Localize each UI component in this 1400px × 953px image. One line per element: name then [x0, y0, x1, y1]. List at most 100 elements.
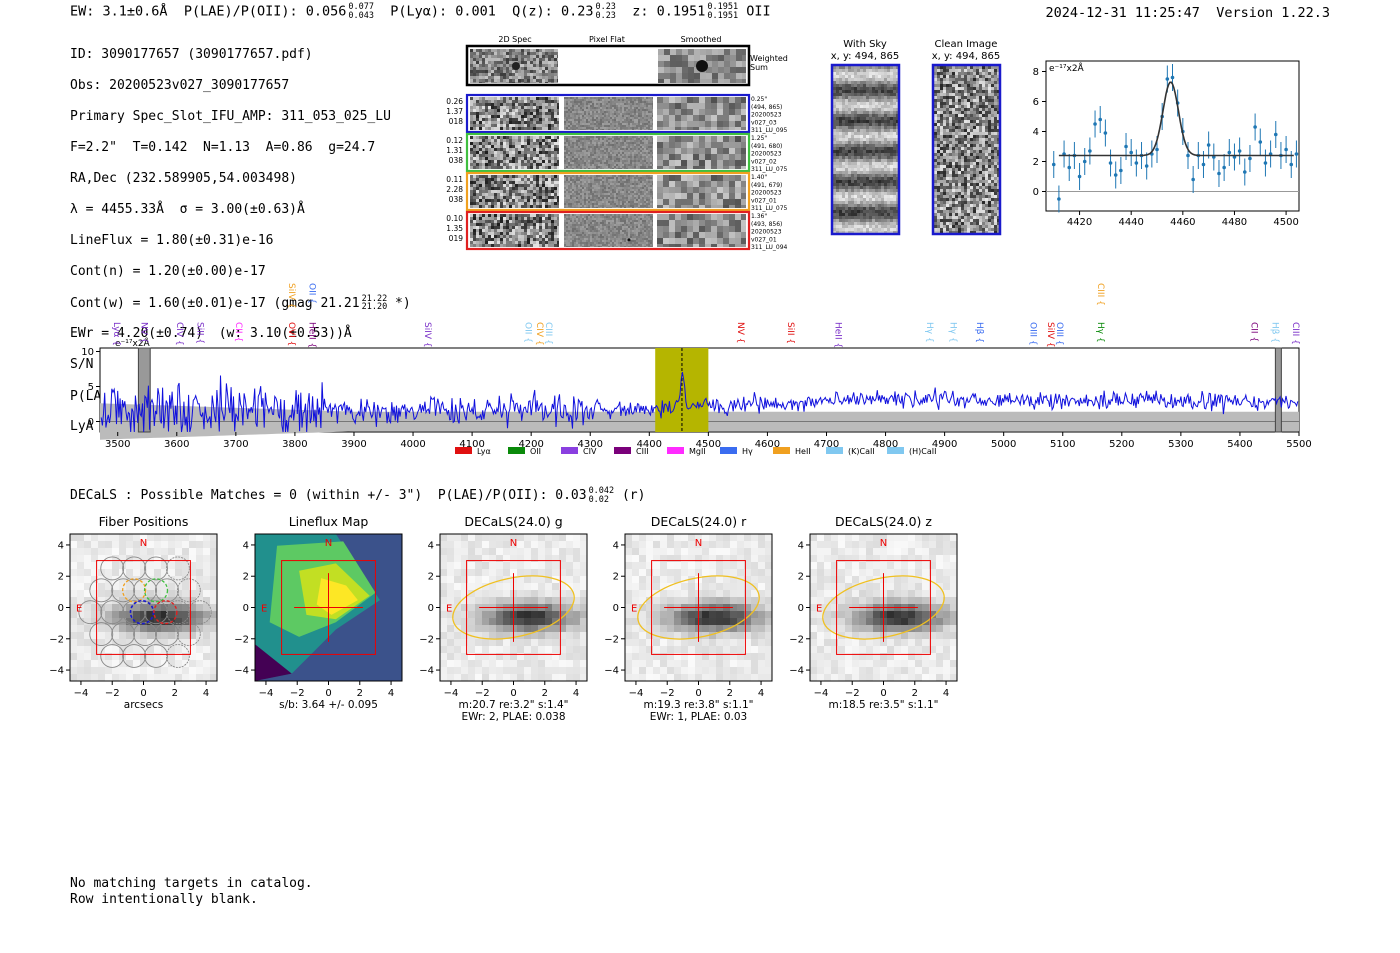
pixel [584, 230, 586, 232]
pixel [512, 55, 515, 58]
strip-col-header: 2D Spec [498, 35, 531, 44]
pixel [612, 168, 614, 169]
pixel [524, 202, 527, 205]
pixel [604, 193, 606, 195]
pixel [638, 158, 640, 160]
weighted-smoothed [658, 49, 746, 83]
pixel [509, 67, 512, 70]
pixel [634, 185, 636, 187]
pixel [652, 179, 653, 181]
pixel [524, 205, 527, 208]
pixel [640, 181, 642, 183]
pixel [488, 118, 491, 121]
pixel [566, 216, 568, 218]
pixel [568, 185, 570, 187]
pixel [582, 156, 584, 158]
pixel [503, 214, 506, 217]
pixel [491, 235, 494, 238]
pixel [630, 222, 632, 224]
pixel [500, 49, 503, 52]
pixel [724, 61, 730, 67]
pixel [642, 109, 644, 111]
pixel [618, 203, 620, 205]
pixel [548, 157, 551, 160]
pixel [664, 61, 670, 67]
pixel [634, 199, 636, 201]
pixel [476, 109, 479, 112]
pixel [485, 58, 488, 61]
pixel [604, 103, 606, 105]
pixel [524, 112, 527, 115]
pixel [636, 230, 638, 232]
pixel [542, 145, 545, 148]
pixel [503, 76, 506, 79]
pixel [530, 121, 533, 124]
pixel [614, 226, 616, 228]
pixel [632, 193, 634, 195]
pixel [503, 115, 506, 118]
pixel [590, 179, 592, 181]
pixel [578, 224, 580, 226]
pixel [636, 234, 638, 236]
pixel [586, 138, 588, 140]
pixel [628, 203, 630, 205]
pixel [640, 156, 642, 158]
pixel [515, 115, 518, 118]
pixel [542, 64, 545, 67]
pixel [644, 158, 646, 160]
pixel [503, 232, 506, 235]
pixel [568, 138, 570, 140]
pixel [632, 189, 634, 191]
pixel [610, 238, 612, 240]
pixel [503, 136, 506, 139]
pixel [512, 184, 515, 187]
pixel [588, 103, 590, 105]
pixel [610, 175, 612, 177]
pixel [618, 142, 620, 144]
pixel [636, 146, 638, 148]
pixel [494, 103, 497, 106]
pixel [634, 191, 636, 193]
pixel [640, 152, 642, 154]
pixel [479, 202, 482, 205]
pixel [622, 201, 624, 203]
pixel [536, 145, 539, 148]
pixel [602, 203, 604, 205]
pixel [582, 197, 584, 199]
pixel [586, 97, 588, 99]
pixel [723, 142, 729, 148]
pixel [626, 125, 628, 127]
pixel [628, 158, 630, 160]
pixel [497, 61, 500, 64]
pixel [506, 67, 509, 70]
pixel [545, 160, 548, 163]
pixel [527, 202, 530, 205]
pixel [564, 121, 566, 123]
pixel [610, 218, 612, 220]
pixel [539, 160, 542, 163]
pixel [630, 158, 632, 160]
pixel [536, 223, 539, 226]
pixel [542, 238, 545, 241]
pixel [570, 117, 572, 119]
pixel [638, 129, 640, 130]
pixel [586, 234, 588, 236]
pixel [527, 193, 530, 196]
pixel [521, 127, 524, 130]
pixel [622, 164, 624, 166]
pixel [604, 107, 606, 109]
pixel [626, 203, 628, 205]
pixel [564, 238, 566, 240]
pixel [711, 115, 717, 121]
pixel [644, 179, 646, 181]
pixel [622, 156, 624, 158]
pixel [614, 187, 616, 189]
pixel [646, 158, 648, 160]
pixel [572, 230, 574, 232]
pixel [596, 144, 598, 146]
pixel [551, 187, 554, 190]
pixel [473, 181, 476, 184]
pixel [473, 214, 476, 217]
pixel [497, 148, 500, 151]
pixel [524, 118, 527, 121]
